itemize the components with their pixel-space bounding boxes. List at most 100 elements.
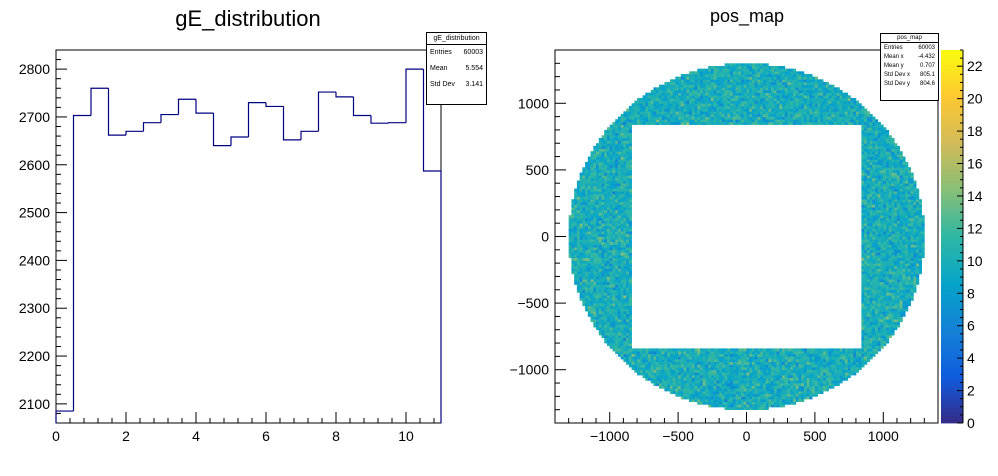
heatmap-cell [609,324,613,328]
heatmap-cell [825,353,829,357]
heatmap-cell [754,65,758,69]
heatmap-cell [678,367,682,371]
heatmap-cell [697,364,701,368]
heatmap-cell [771,364,775,368]
heatmap-cell [730,391,734,395]
heatmap-cell [593,193,597,197]
heatmap-cell [609,207,613,211]
heatmap-cell [590,241,594,245]
heatmap-cell [732,116,736,120]
heatmap-cell [735,385,739,389]
heatmap-cell [817,79,821,83]
heatmap-cell [617,244,622,248]
heatmap-cell [598,321,602,325]
heatmap-cell [828,353,832,357]
heatmap-cell [617,132,622,136]
heatmap-cell [697,367,701,371]
heatmap-cell [587,257,591,261]
heatmap-cell [626,337,630,341]
heatmap-cell [601,335,605,339]
heatmap-cell [760,63,764,67]
heatmap-cell [814,391,818,395]
heatmap-cell [587,212,591,216]
heatmap-cell [795,105,799,109]
heatmap-cell [861,233,865,237]
heatmap-cell [664,108,668,112]
heatmap-cell [817,103,821,107]
heatmap-cell [612,167,616,171]
heatmap-cell [779,383,783,387]
heatmap-cell [847,348,851,352]
heatmap-cell [620,324,624,328]
heatmap-cell [606,231,611,235]
heatmap-cell [699,393,704,397]
heatmap-cell [839,364,843,368]
heatmap-cell [732,385,736,389]
heatmap-cell [609,196,613,200]
heatmap-cell [680,380,684,384]
heatmap-cell [861,268,865,272]
heatmap-cell [590,223,594,227]
heatmap-cell [839,92,843,96]
heatmap-cell [675,369,679,373]
heatmap-cell [820,87,824,91]
heatmap-cell [658,351,663,355]
heatmap-cell [866,225,870,229]
heatmap-cell [727,356,731,360]
heatmap-cell [626,327,630,331]
heatmap-cell [741,121,745,125]
heatmap-cell [626,209,630,213]
heatmap-cell [762,73,766,77]
heatmap-cell [661,100,665,104]
heatmap-cell [708,404,712,408]
heatmap-cell [730,401,734,405]
heatmap-cell [765,65,769,69]
heatmap-cell [601,231,605,235]
heatmap-cell [749,348,753,352]
heatmap-cell [735,105,739,109]
heatmap-cell [626,297,630,301]
heatmap-cell [760,399,764,403]
heatmap-cell [757,92,761,96]
heatmap-cell [626,271,630,275]
heatmap-cell [801,121,805,125]
heatmap-cell [609,201,613,205]
heatmap-cell [710,111,715,115]
heatmap-cell [576,271,580,275]
heatmap-cell [793,111,797,115]
heatmap-cell [593,305,597,309]
heatmap-cell [637,372,641,376]
heatmap-cell [730,81,734,85]
heatmap-cell [623,335,627,339]
heatmap-cell [667,97,671,101]
heatmap-cell [850,351,854,355]
heatmap-cell [771,116,775,120]
heatmap-cell [864,140,868,144]
heatmap-cell [593,177,597,181]
heatmap-cell [585,271,589,275]
heatmap-cell [825,87,829,91]
heatmap-cell [593,223,597,227]
heatmap-cell [606,324,611,328]
heatmap-cell [760,375,764,379]
heatmap-cell [710,359,715,363]
heatmap-cell [574,231,578,235]
heatmap-cell [735,79,739,83]
heatmap-cell [596,164,600,168]
heatmap-cell [719,65,723,69]
heatmap-cell [615,337,619,341]
heatmap-cell [713,404,717,408]
heatmap-cell [823,364,827,368]
heatmap-cell [697,116,701,120]
heatmap-cell [760,404,764,408]
heatmap-cell [587,159,591,163]
heatmap-cell [795,396,799,400]
heatmap-cell [776,95,780,99]
heatmap-cell [585,169,589,173]
heatmap-cell [585,231,589,235]
heatmap-cell [864,337,868,341]
heatmap-cell [598,265,602,269]
heatmap-cell [757,73,761,77]
heatmap-cell [864,129,868,133]
heatmap-cell [628,113,632,117]
